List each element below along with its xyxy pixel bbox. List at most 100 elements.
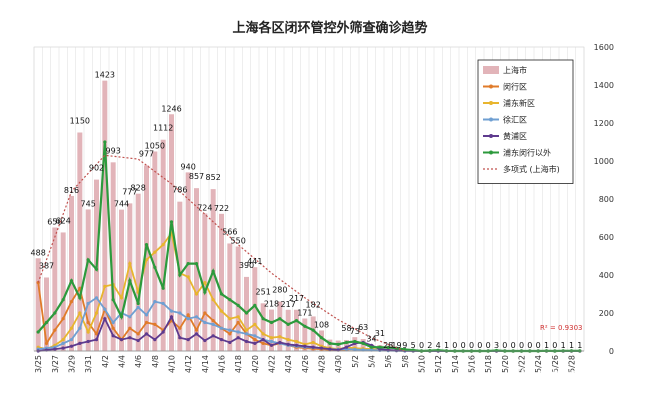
series-point [220, 327, 223, 330]
series-point [195, 329, 198, 332]
series-point [262, 338, 265, 341]
series-point [220, 338, 223, 341]
data-label: 280 [272, 286, 287, 295]
series-point [187, 338, 190, 341]
series-point [87, 321, 90, 324]
x-tick-label: 5/8 [401, 355, 410, 368]
series-point [237, 330, 240, 333]
series-point [270, 344, 273, 347]
series-point [228, 317, 231, 320]
x-tick-label: 3/27 [51, 355, 60, 373]
x-tick-label: 5/16 [468, 355, 477, 373]
series-point [78, 342, 81, 345]
legend-label: 浦东新区 [503, 98, 535, 108]
series-point [103, 308, 106, 311]
series-point [212, 323, 215, 326]
y-tick-label: 1600 [594, 43, 614, 52]
series-point [62, 342, 65, 345]
series-point [220, 292, 223, 295]
series-point [128, 262, 131, 265]
series-point [178, 327, 181, 330]
series-point [295, 344, 298, 347]
series-point [245, 329, 248, 332]
x-tick-label: 4/22 [268, 355, 277, 373]
data-label: 852 [206, 173, 221, 182]
series-point [70, 327, 73, 330]
series-point [153, 300, 156, 303]
x-tick-label: 5/18 [484, 355, 493, 373]
data-label: 786 [172, 186, 187, 195]
data-label: 108 [314, 320, 329, 329]
series-point [112, 334, 115, 337]
series-point [95, 338, 98, 341]
x-tick-label: 4/30 [334, 355, 343, 373]
series-point [120, 296, 123, 299]
series-point [112, 321, 115, 324]
series-point [128, 315, 131, 318]
series-point [95, 296, 98, 299]
series-point [145, 332, 148, 335]
series-point [303, 345, 306, 348]
x-tick-label: 4/16 [218, 355, 227, 373]
data-label: 816 [64, 186, 79, 195]
data-label: 722 [214, 204, 229, 213]
data-label: 5 [411, 341, 416, 350]
data-label: 387 [39, 261, 54, 270]
series-point [195, 262, 198, 265]
series-point [45, 342, 48, 345]
series-point [178, 311, 181, 314]
series-point [187, 275, 190, 278]
series-point [120, 315, 123, 318]
data-label: 940 [181, 162, 196, 171]
x-tick-label: 4/8 [151, 355, 160, 368]
bar [186, 172, 191, 351]
y-tick-label: 1400 [594, 81, 614, 90]
data-label: 9 [402, 341, 407, 350]
data-label: 251 [256, 287, 271, 296]
series-point [153, 338, 156, 341]
data-label: 0 [477, 341, 482, 350]
data-label: 441 [247, 257, 262, 266]
data-label: 1 [544, 341, 549, 350]
series-point [203, 339, 206, 342]
series-point [303, 325, 306, 328]
y-tick-label: 1000 [594, 157, 614, 166]
x-tick-label: 5/10 [418, 355, 427, 373]
series-point [212, 334, 215, 337]
series-point [245, 340, 248, 343]
x-tick-label: 4/18 [234, 355, 243, 373]
y-tick-label: 800 [599, 195, 614, 204]
series-point [245, 332, 248, 335]
data-label: 902 [89, 164, 104, 173]
series-point [128, 279, 131, 282]
legend-label: 黄浦区 [503, 131, 527, 141]
series-point [270, 340, 273, 343]
x-tick-label: 4/14 [201, 355, 210, 373]
data-label: 0 [511, 341, 516, 350]
data-label: 977 [139, 149, 154, 158]
series-point [287, 338, 290, 341]
data-label: 0 [452, 341, 457, 350]
data-label: 3 [494, 341, 499, 350]
series-point [278, 317, 281, 320]
x-tick-label: 4/12 [184, 355, 193, 373]
series-point [87, 340, 90, 343]
data-label: 218 [264, 300, 279, 309]
series-point [53, 311, 56, 314]
series-point [195, 292, 198, 295]
legend-label: 浦东闵行以外 [503, 148, 551, 158]
y-tick-label: 1200 [594, 119, 614, 128]
series-point [162, 287, 165, 290]
series-point [87, 258, 90, 261]
legend-swatch [483, 66, 499, 74]
series-point [178, 273, 181, 276]
series-point [228, 298, 231, 301]
x-tick-label: 4/20 [251, 355, 260, 373]
series-point [170, 310, 173, 313]
series-point [62, 317, 65, 320]
series-point [145, 321, 148, 324]
series-point [78, 327, 81, 330]
series-point [312, 341, 315, 344]
series-point [37, 330, 40, 333]
